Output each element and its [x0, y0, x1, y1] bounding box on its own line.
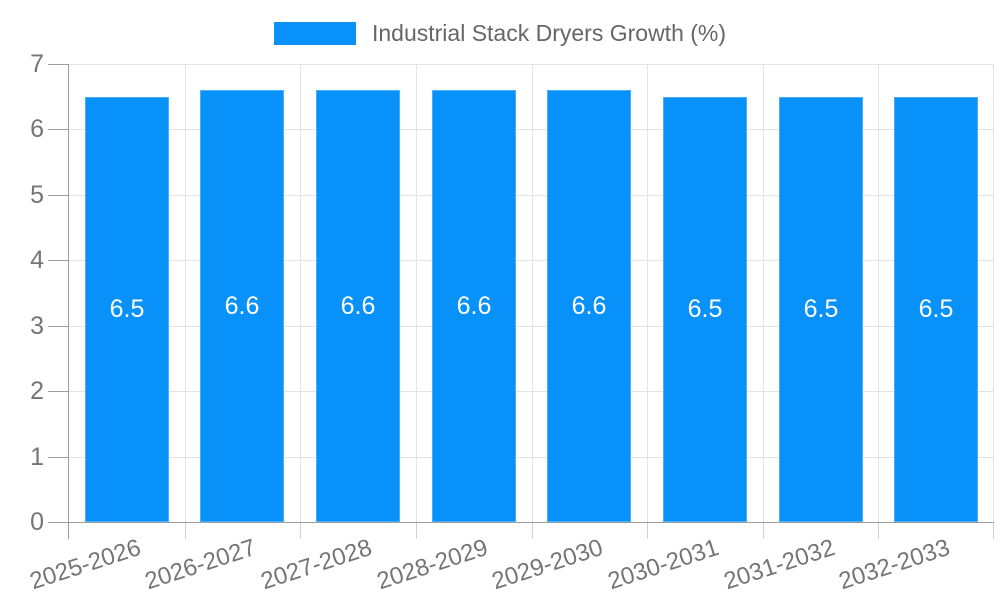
bar-2029-2030[interactable]	[547, 90, 631, 522]
y-tick-label: 3	[30, 311, 44, 340]
v-gridline	[300, 64, 301, 522]
h-gridline	[69, 194, 994, 196]
y-tick-mark	[48, 129, 68, 131]
h-gridline	[69, 325, 994, 327]
x-tick-mark	[993, 523, 994, 539]
v-gridline	[185, 64, 186, 522]
h-gridline	[69, 64, 994, 65]
y-tick-mark	[48, 64, 68, 65]
x-tick-mark	[300, 523, 301, 539]
x-tick-label: 2028-2029	[373, 534, 492, 596]
y-tick-label: 7	[30, 50, 44, 78]
bar-2026-2027[interactable]	[200, 90, 284, 522]
bar-2032-2033[interactable]	[894, 97, 978, 522]
x-tick-mark	[532, 523, 533, 539]
x-tick-label: 2032-2033	[835, 534, 954, 596]
bar-value-label: 6.6	[571, 292, 607, 320]
x-tick-mark	[185, 523, 186, 539]
x-tick-label: 2030-2031	[604, 534, 723, 596]
v-gridline	[532, 64, 533, 522]
y-tick-mark	[48, 325, 68, 327]
x-tick-label: 2029-2030	[488, 534, 607, 596]
bar-2031-2032[interactable]	[779, 97, 863, 522]
x-tick-mark	[878, 523, 879, 539]
x-tick-mark	[763, 523, 764, 539]
v-gridline	[416, 64, 417, 522]
y-tick-label: 0	[30, 508, 44, 536]
x-tick-mark	[647, 523, 648, 539]
bar-value-label: 6.5	[687, 295, 723, 323]
v-gridline	[878, 64, 879, 522]
x-tick-mark	[68, 523, 69, 539]
y-tick-mark	[48, 260, 68, 262]
y-tick-mark	[48, 456, 68, 458]
v-gridline	[763, 64, 764, 522]
bar-2028-2029[interactable]	[432, 90, 516, 522]
bar-value-label: 6.5	[109, 295, 145, 323]
bar-value-label: 6.6	[224, 292, 260, 320]
bar-value-label: 6.5	[803, 295, 839, 323]
bar-2027-2028[interactable]	[316, 90, 400, 522]
y-tick-mark	[48, 194, 68, 196]
x-axis: 2025-2026 2026-2027 2027-2028 2028-2029 2029…	[27, 528, 993, 598]
legend-swatch-icon	[273, 21, 356, 45]
bar-value-label: 6.6	[340, 292, 376, 320]
h-gridline	[69, 391, 994, 393]
y-tick-mark	[48, 391, 68, 393]
x-tick-label: 2025-2026	[26, 534, 145, 596]
y-tick-label: 2	[30, 377, 44, 406]
legend[interactable]: Industrial Stack Dryers Growth (%)	[0, 19, 1000, 47]
y-tick-label: 5	[30, 180, 44, 209]
v-gridline	[993, 64, 994, 522]
y-tick-label: 6	[30, 115, 44, 144]
y-axis: 0 1 2 3 4 5 6 7	[0, 50, 68, 536]
bar-value-label: 6.6	[456, 292, 492, 320]
v-gridline	[647, 64, 648, 522]
bar-2025-2026[interactable]	[85, 97, 169, 522]
h-gridline	[69, 129, 994, 131]
bar-value-label: 6.5	[918, 295, 954, 323]
y-tick-label: 4	[30, 246, 44, 275]
bar-2030-2031[interactable]	[663, 97, 747, 522]
x-tick-label: 2031-2032	[720, 534, 839, 596]
h-gridline	[69, 456, 994, 458]
x-tick-label: 2026-2027	[141, 534, 260, 596]
x-tick-mark	[416, 523, 417, 539]
y-tick-label: 1	[30, 442, 44, 471]
plot-area: 6.5 6.6 6.6 6.6 6.6 6.5 6.5 6.5	[68, 64, 994, 539]
x-tick-label: 2027-2028	[257, 534, 376, 596]
h-gridline	[69, 260, 994, 262]
y-tick-mark	[48, 522, 68, 523]
legend-label: Industrial Stack Dryers Growth (%)	[371, 20, 727, 46]
